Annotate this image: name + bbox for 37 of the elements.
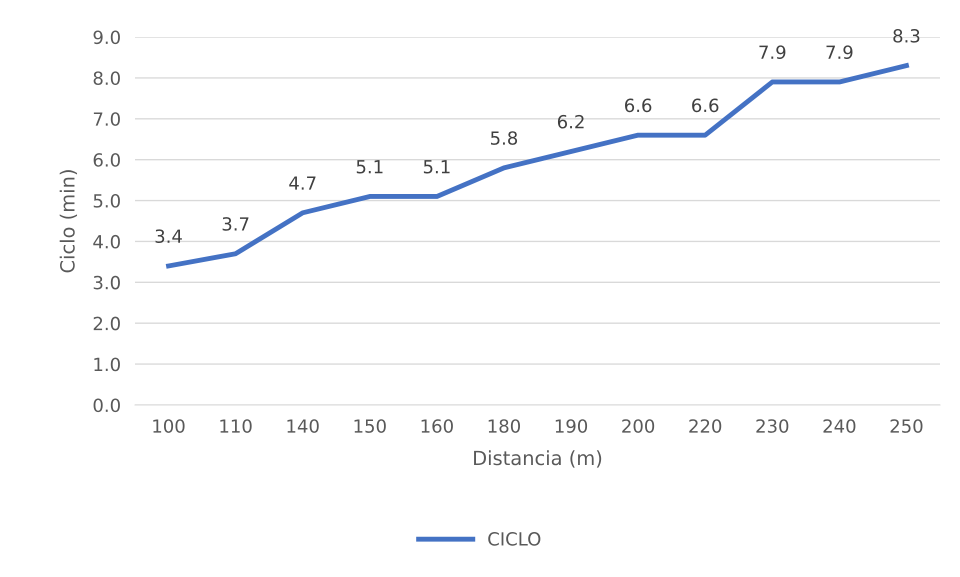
y-tick-label: 9.0 — [94, 30, 120, 44]
x-tick-label: 240 — [823, 419, 856, 433]
data-label: 6.6 — [625, 98, 652, 112]
data-label: 4.7 — [289, 176, 316, 190]
data-label: 6.2 — [558, 114, 584, 129]
x-tick-label: 220 — [689, 419, 722, 433]
x-tick-label: 150 — [354, 419, 386, 433]
data-label: 7.9 — [759, 45, 786, 60]
legend-label: CICLO — [488, 532, 540, 546]
x-tick-label: 110 — [220, 419, 252, 433]
data-label: 7.9 — [826, 45, 852, 60]
y-tick-label: 8.0 — [94, 71, 120, 86]
x-tick-label: 160 — [422, 419, 453, 433]
data-label: 5.1 — [356, 160, 382, 174]
x-tick-label: 180 — [488, 419, 520, 433]
x-tick-label: 250 — [890, 419, 922, 433]
x-tick-label: 140 — [287, 419, 319, 433]
y-tick-label: 2.0 — [94, 316, 120, 330]
y-tick-label: 7.0 — [94, 112, 120, 126]
x-tick-label: 200 — [622, 419, 654, 433]
y-tick-label: 4.0 — [93, 234, 120, 249]
data-label: 3.4 — [156, 229, 182, 244]
x-axis-title: Distancia (m) — [474, 450, 602, 468]
data-label: 5.8 — [490, 131, 518, 145]
y-tick-label: 3.0 — [94, 276, 120, 290]
data-label: 3.7 — [222, 217, 248, 231]
data-label: 6.6 — [692, 98, 718, 112]
y-tick-label: 1.0 — [94, 358, 120, 372]
y-axis-title: Ciclo (min) — [60, 170, 78, 272]
data-label: 8.3 — [893, 29, 920, 43]
data-label: 5.1 — [424, 160, 450, 174]
y-tick-label: 5.0 — [94, 194, 120, 208]
y-tick-label: 0.0 — [94, 398, 120, 412]
x-tick-label: 230 — [756, 419, 788, 433]
x-tick-label: 190 — [556, 419, 588, 433]
x-tick-label: 100 — [153, 419, 185, 433]
y-tick-label: 6.0 — [94, 153, 120, 167]
